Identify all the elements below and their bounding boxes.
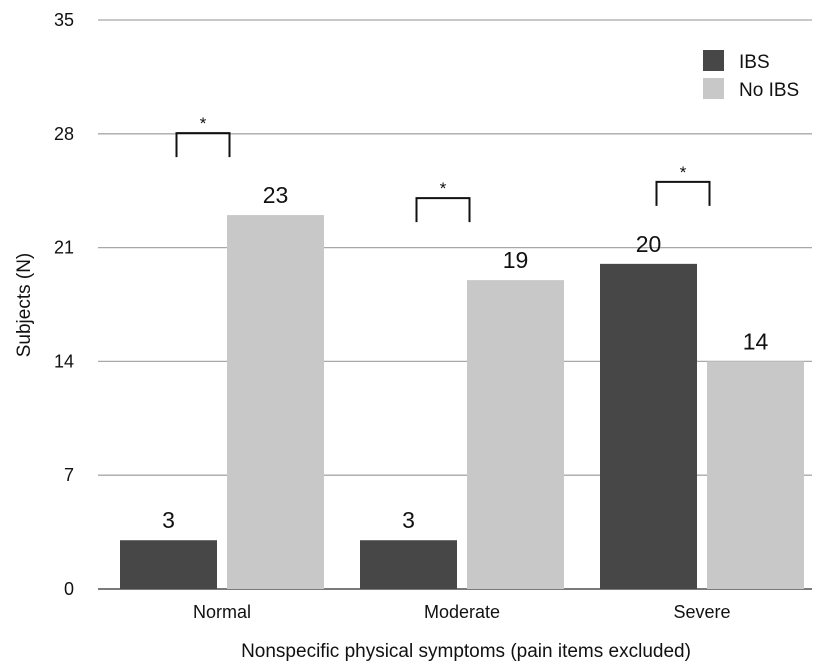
significance-star: * <box>440 179 447 198</box>
x-tick-label: Severe <box>673 602 730 622</box>
bar <box>360 540 457 589</box>
bar <box>707 361 804 589</box>
legend-swatch-no-ibs <box>703 78 724 99</box>
data-labels: 3 23 3 19 20 14 <box>162 182 768 533</box>
y-tick-label: 14 <box>54 351 74 371</box>
x-tick-label: Normal <box>193 602 251 622</box>
data-label: 14 <box>743 328 769 354</box>
x-tick-labels: Normal Moderate Severe <box>193 602 731 622</box>
y-tick-label: 21 <box>54 238 74 258</box>
bar <box>120 540 217 589</box>
data-label: 3 <box>402 507 415 533</box>
significance-bracket <box>175 132 231 158</box>
legend: IBS No IBS <box>703 50 799 101</box>
significance-star: * <box>200 114 207 133</box>
legend-label-ibs: IBS <box>739 52 770 73</box>
bars <box>120 215 804 590</box>
significance-bracket <box>415 197 471 223</box>
data-label: 23 <box>263 182 289 208</box>
bar <box>600 263 697 589</box>
x-tick-label: Moderate <box>424 602 500 622</box>
data-label: 19 <box>503 247 529 273</box>
bar <box>227 215 324 590</box>
significance-brackets: * * * <box>175 114 711 223</box>
y-tick-label: 0 <box>64 579 74 599</box>
bar <box>467 280 564 589</box>
y-tick-label: 7 <box>64 465 74 485</box>
y-tick-labels: 0 7 14 21 28 35 <box>54 10 74 599</box>
legend-label-no-ibs: No IBS <box>739 80 799 101</box>
grid-lines <box>98 19 812 590</box>
significance-bracket <box>655 180 711 206</box>
y-axis-title: Subjects (N) <box>14 253 35 358</box>
significance-star: * <box>680 163 687 182</box>
x-axis-title: Nonspecific physical symptoms (pain item… <box>241 641 691 662</box>
legend-swatch-ibs <box>703 50 724 71</box>
data-label: 3 <box>162 507 175 533</box>
y-tick-label: 35 <box>54 10 74 30</box>
y-tick-label: 28 <box>54 124 74 144</box>
data-label: 20 <box>636 231 662 257</box>
